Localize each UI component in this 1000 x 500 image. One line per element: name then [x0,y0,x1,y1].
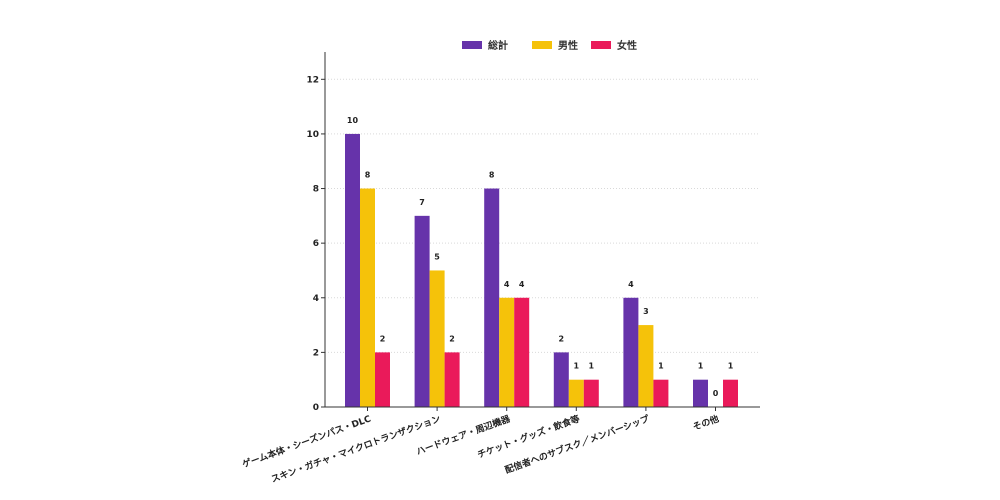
legend-swatch [532,41,552,49]
data-label: 10 [347,116,359,125]
data-label: 8 [365,171,371,180]
data-label: 5 [434,252,440,261]
bar [484,188,500,407]
bar [638,325,654,407]
data-label: 2 [449,334,455,343]
bar [623,297,639,407]
data-label: 8 [489,171,495,180]
x-category-label: その他 [691,413,720,434]
bar [375,352,390,407]
data-label: 2 [380,334,386,343]
bar [568,379,584,407]
data-label: 4 [628,280,634,289]
bar [653,379,669,407]
legend-swatch [462,41,482,49]
data-label: 1 [589,362,595,371]
y-tick-label: 10 [306,130,319,140]
bar [345,133,360,407]
y-tick-label: 6 [313,239,319,249]
bar [360,188,375,407]
data-label: 3 [643,307,649,316]
data-label: 7 [419,198,425,207]
y-tick-label: 4 [313,294,319,304]
y-tick-label: 8 [313,185,319,195]
bar [414,215,430,407]
data-label: 1 [698,362,704,371]
data-label: 1 [574,362,580,371]
data-label: 4 [519,280,525,289]
data-label: 2 [559,334,565,343]
legend-swatch [591,41,611,49]
bar [444,352,460,407]
data-label: 1 [658,362,664,371]
legend-label: 男性 [558,39,578,52]
data-label: 1 [728,362,734,371]
data-label: 0 [713,389,719,398]
bar [553,352,569,407]
y-tick-label: 0 [313,403,319,413]
bar [583,379,599,407]
axes: 024681012ゲーム本体・シーズンパス・DLCスキン・ガチャ・マイクロトラン… [241,52,760,485]
legend-label: 女性 [617,39,637,52]
bar [723,379,738,407]
y-tick-label: 12 [306,75,319,85]
bars [345,133,738,407]
bar [429,270,445,407]
legend: 総計 男性 女性 [462,39,637,52]
gridlines [325,78,760,353]
bar [693,379,708,407]
legend-label: 総計 [488,39,508,52]
data-label: 4 [504,280,510,289]
bar [499,297,515,407]
y-tick-label: 2 [313,348,319,358]
bar [514,297,530,407]
